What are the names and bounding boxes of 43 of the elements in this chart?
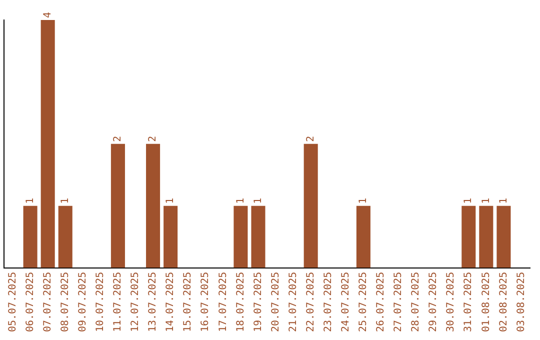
data-label: 1 [463, 198, 474, 204]
x-tick-label: 29.07.2025 [428, 272, 440, 332]
x-tick-label: 07.07.2025 [42, 272, 54, 332]
x-tick-label: 12.07.2025 [130, 272, 142, 332]
x-tick-label: 03.08.2025 [516, 272, 527, 332]
x-tick-label: 25.07.2025 [358, 272, 370, 332]
x-tick-label: 10.07.2025 [95, 272, 106, 332]
x-tick-label: 02.08.2025 [498, 272, 510, 332]
x-tick-label: 24.07.2025 [340, 272, 352, 332]
x-tick-label: 30.07.2025 [446, 272, 457, 332]
x-tick-label: 08.07.2025 [60, 272, 71, 332]
data-label: 1 [498, 198, 510, 204]
data-label: 4 [42, 12, 54, 18]
x-tick-label: 20.07.2025 [270, 272, 282, 332]
x-tick-label: 11.07.2025 [112, 272, 124, 332]
data-label: 2 [305, 136, 316, 142]
x-tick-label: 21.07.2025 [288, 272, 299, 332]
data-label: 1 [165, 198, 176, 204]
x-tick-label: 15.07.2025 [182, 272, 194, 332]
x-tick-label: 18.07.2025 [235, 272, 246, 332]
data-label: 1 [480, 198, 492, 204]
x-tick-label: 28.07.2025 [410, 272, 422, 332]
x-tick-label: 26.07.2025 [376, 272, 387, 332]
data-label: 2 [148, 136, 159, 142]
x-tick-label: 09.07.2025 [77, 272, 88, 332]
data-label: 1 [358, 198, 370, 204]
x-tick-label: 23.07.2025 [322, 272, 334, 332]
x-tick-label: 31.07.2025 [463, 272, 474, 332]
x-tick-label: 05.07.2025 [7, 272, 18, 332]
x-tick-label: 06.07.2025 [24, 272, 36, 332]
data-label: 2 [112, 136, 124, 142]
data-label: 1 [24, 198, 36, 204]
data-label: 1 [235, 198, 246, 204]
x-tick-label: 22.07.2025 [305, 272, 316, 332]
x-tick-label: 14.07.2025 [165, 272, 176, 332]
data-label: 1 [60, 198, 71, 204]
x-tick-label: 13.07.2025 [148, 272, 159, 332]
x-tick-label: 16.07.2025 [200, 272, 212, 332]
x-tick-label: 01.08.2025 [480, 272, 492, 332]
x-tick-label: 27.07.2025 [393, 272, 404, 332]
x-tick-label: 19.07.2025 [252, 272, 264, 332]
data-label: 1 [252, 198, 264, 204]
x-tick-label: 17.07.2025 [218, 272, 229, 332]
